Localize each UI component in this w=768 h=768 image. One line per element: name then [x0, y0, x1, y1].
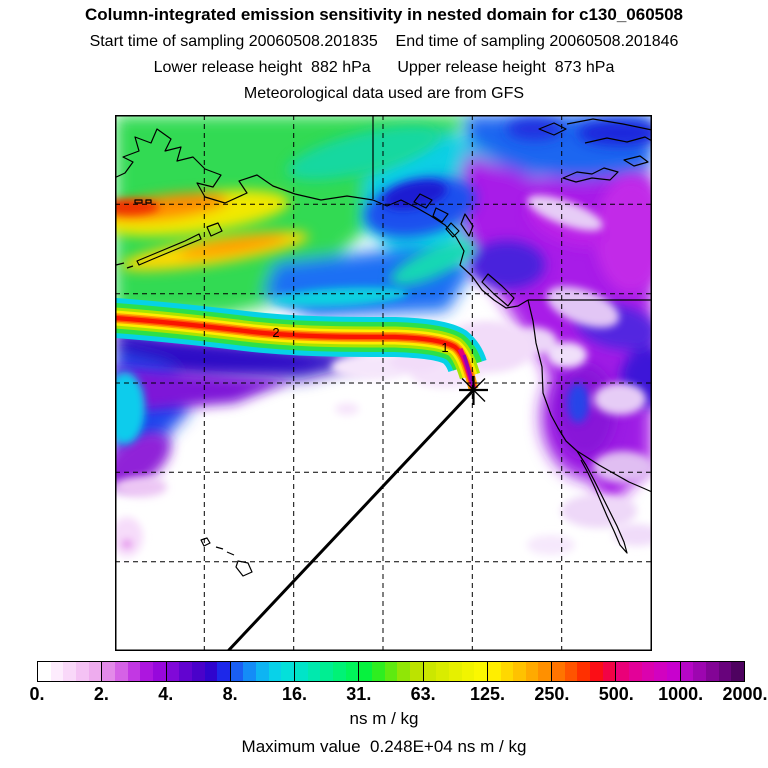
- colorbar-cell: [564, 662, 578, 681]
- colorbar-cell: [602, 662, 616, 681]
- map-border: [115, 115, 652, 651]
- colorbar-segment: [551, 662, 616, 681]
- sensitivity-map: 2 1: [115, 115, 652, 651]
- colorbar-cell: [641, 662, 655, 681]
- colorbar-cell: [307, 662, 321, 681]
- colorbar-segment: [358, 662, 423, 681]
- colorbar-cell: [256, 662, 269, 681]
- colorbar-cell: [114, 662, 128, 681]
- trajectory-line: [226, 388, 475, 651]
- colorbar-cell: [140, 662, 153, 681]
- colorbar-cell: [667, 662, 680, 681]
- colorbar-units-label: ns m / kg: [349, 709, 419, 728]
- colorbar-cell: [500, 662, 514, 681]
- colorbar-cell: [295, 662, 308, 681]
- colorbar-cell: [50, 662, 64, 681]
- page-title: Column-integrated emission sensitivity i…: [84, 5, 684, 24]
- colorbar-tick: 16.: [281, 684, 307, 704]
- colorbar-cell: [629, 662, 642, 681]
- colorbar-cell: [409, 662, 423, 681]
- colorbar-cell: [487, 662, 501, 681]
- colorbar-cell: [152, 662, 166, 681]
- colorbar-cell: [75, 662, 89, 681]
- meteorology-line: Meteorological data used are from GFS: [243, 85, 525, 102]
- colorbar-segment: [101, 662, 166, 681]
- colorbar-cell: [461, 662, 475, 681]
- colorbar-tick: 250.: [534, 684, 570, 704]
- colorbar-segment: [486, 662, 552, 681]
- colorbar-segment: [38, 662, 102, 681]
- colorbar-cell: [320, 662, 334, 681]
- colorbar-cell: [731, 662, 744, 681]
- colorbar-tick: 8.: [222, 684, 238, 704]
- colorbar-cell: [513, 662, 526, 681]
- colorbar-cell: [538, 662, 552, 681]
- colorbar-cell: [436, 662, 449, 681]
- colorbar-tick: 1000.: [658, 684, 704, 704]
- colorbar-tick: 125.: [470, 684, 506, 704]
- colorbar-cell: [590, 662, 603, 681]
- colorbar-cell: [281, 662, 295, 681]
- colorbar-cell: [217, 662, 230, 681]
- colorbar-cell: [552, 662, 565, 681]
- colorbar-segment: [422, 662, 487, 681]
- colorbar-tick-labels: 0. 2. 4. 8. 16. 31. 63. 125. 250. 500. 1000. 2000.: [0, 684, 768, 704]
- colorbar-cell: [63, 662, 76, 681]
- colorbar-cell: [577, 662, 591, 681]
- colorbar-cell: [397, 662, 410, 681]
- receptor-marker: [459, 376, 488, 405]
- colorbar-cell: [38, 662, 51, 681]
- colorbar-cell: [654, 662, 668, 681]
- colorbar-cell: [680, 662, 694, 681]
- colorbar-cell: [359, 662, 372, 681]
- colorbar-cell: [230, 662, 244, 681]
- colorbar-cell: [179, 662, 192, 681]
- colorbar-cell: [345, 662, 359, 681]
- colorbar-tick: 2000.: [722, 684, 768, 704]
- colorbar-cell: [474, 662, 487, 681]
- colorbar-cell: [191, 662, 205, 681]
- colorbar-tick: 0.: [29, 684, 45, 704]
- colorbar-cell: [127, 662, 141, 681]
- map-panel: 2 1: [115, 115, 652, 651]
- colorbar-segment: [165, 662, 230, 681]
- colorbar-cell: [268, 662, 282, 681]
- coastlines: [115, 118, 652, 577]
- colorbar-segment: [679, 662, 744, 681]
- colorbar-segment: [615, 662, 680, 681]
- colorbar-cell: [384, 662, 398, 681]
- release-heights-line: Lower release height 882 hPa Upper relea…: [153, 59, 615, 76]
- colorbar-cell: [616, 662, 630, 681]
- plume-marker-2: 2: [272, 325, 279, 340]
- colorbar-cell: [371, 662, 385, 681]
- plume-marker-1: 1: [441, 340, 448, 355]
- colorbar-cell: [166, 662, 180, 681]
- colorbar-cell: [448, 662, 462, 681]
- colorbar-cell: [88, 662, 102, 681]
- colorbar-cell: [705, 662, 719, 681]
- colorbar-cell: [333, 662, 346, 681]
- colorbar-tick: 31.: [346, 684, 372, 704]
- colorbar-tick: 2.: [93, 684, 109, 704]
- max-value-label: Maximum value 0.248E+04 ns m / kg: [241, 737, 527, 756]
- colorbar-cell: [693, 662, 706, 681]
- colorbar-tick: 500.: [598, 684, 634, 704]
- colorbar: [37, 661, 745, 682]
- colorbar-cell: [718, 662, 732, 681]
- colorbar-segment: [229, 662, 295, 681]
- colorbar-cell: [423, 662, 437, 681]
- colorbar-cell: [243, 662, 257, 681]
- colorbar-tick: 4.: [158, 684, 174, 704]
- sampling-times-line: Start time of sampling 20060508.201835 E…: [89, 33, 679, 50]
- colorbar-cell: [204, 662, 218, 681]
- colorbar-cell: [525, 662, 539, 681]
- colorbar-cell: [102, 662, 115, 681]
- colorbar-segment: [294, 662, 359, 681]
- colorbar-tick: 63.: [410, 684, 436, 704]
- political-borders: [372, 115, 652, 301]
- plume: [115, 298, 487, 391]
